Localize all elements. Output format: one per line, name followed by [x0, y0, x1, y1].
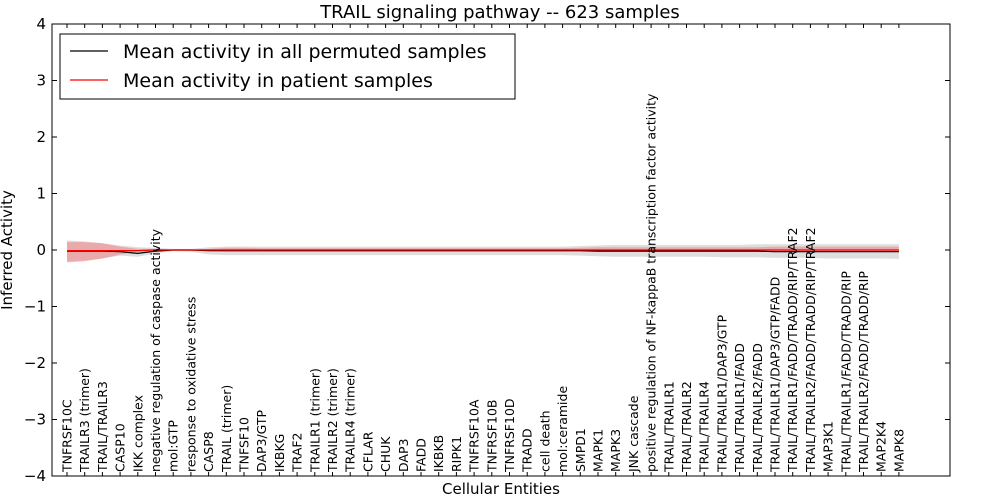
- x-tick-label: TRAIL (trimer): [219, 385, 234, 473]
- x-tick-label: TNFRSF10B: [484, 400, 499, 473]
- x-tick-label: MAP2K4: [874, 421, 889, 472]
- x-tick-label: TRAIL/TRAILR1/DAP3/GTP/FADD: [768, 277, 783, 473]
- y-tick-label: −4: [24, 467, 46, 485]
- x-tick-label: TRAIL/TRAILR2/FADD/TRADD/RIP/TRAF2: [803, 227, 818, 473]
- x-tick-label: positive regulation of NF-kappaB transcr…: [644, 93, 659, 472]
- x-tick-label: JNK cascade: [626, 395, 641, 473]
- x-tick-label: TNFRSF10D: [502, 398, 517, 473]
- x-tick-label: CASP8: [201, 431, 216, 472]
- x-tick-label: TRAF2: [290, 432, 305, 473]
- x-tick-label: TRAILR4 (trimer): [343, 368, 358, 473]
- y-tick-label: −3: [24, 411, 46, 429]
- x-tick-label: CFLAR: [360, 431, 375, 472]
- x-tick-label: TRAIL/TRAILR4: [697, 381, 712, 473]
- x-tick-label: DAP3/GTP: [254, 409, 269, 472]
- y-tick-label: 0: [36, 241, 46, 259]
- x-axis-category-labels: TNFRSF10C TRAILR3 (trimer) TRAIL/TRAILR3 CA…: [60, 24, 906, 476]
- x-tick-label: TRAIL/TRAILR1/FADD/TRADD/RIP: [838, 271, 853, 473]
- x-tick-label: IKBKG: [272, 434, 287, 472]
- x-tick-label: mol:GTP: [166, 420, 181, 472]
- x-tick-label: TRAIL/TRAILR2: [679, 381, 694, 473]
- x-tick-label: TNFRSF10C: [60, 399, 75, 473]
- y-tick-label: −2: [24, 354, 46, 372]
- x-tick-label: SMPD1: [573, 428, 588, 472]
- y-tick-label: 2: [36, 128, 46, 146]
- x-tick-label: MAP3K1: [821, 421, 836, 472]
- x-tick-label: TNFSF10: [237, 417, 252, 473]
- x-tick-label: MAPK3: [608, 429, 623, 472]
- x-tick-label: RIPK1: [449, 436, 464, 472]
- x-tick-label: TRADD: [520, 428, 535, 473]
- line-patient: [67, 249, 899, 252]
- x-tick-label: TRAIL/TRAILR1: [661, 381, 676, 473]
- legend-label-permuted: Mean activity in all permuted samples: [123, 41, 486, 63]
- x-tick-label: MAPK8: [891, 429, 906, 472]
- x-tick-label: TRAIL/TRAILR1/FADD: [732, 343, 747, 473]
- x-tick-label: mol:ceramide: [555, 386, 570, 472]
- y-tick-label: −1: [24, 298, 46, 316]
- legend-box: [59, 33, 516, 100]
- y-axis: −4 −3 −2 −1 0 1 2 3 4: [24, 15, 950, 485]
- x-tick-label: CASP10: [113, 423, 128, 472]
- x-tick-label: TRAIL/TRAILR2/FADD: [750, 343, 765, 473]
- x-tick-label: TNFRSF10A: [467, 399, 482, 473]
- x-tick-label: TRAIL/TRAILR1/DAP3/GTP: [714, 314, 729, 473]
- legend-label-patient: Mean activity in patient samples: [123, 70, 433, 92]
- x-tick-label: TRAIL/TRAILR3: [95, 381, 110, 473]
- x-tick-label: TRAILR3 (trimer): [77, 368, 92, 473]
- x-tick-label: MAPK1: [591, 429, 606, 472]
- x-tick-label: IKBKB: [431, 435, 446, 472]
- x-tick-label: TRAIL/TRAILR1/FADD/TRADD/RIP/TRAF2: [785, 227, 800, 473]
- x-tick-label: response to oxidative stress: [183, 297, 198, 472]
- x-tick-label: CHUK: [378, 436, 393, 472]
- x-tick-label: TRAIL/TRAILR2/FADD/TRADD/RIP: [856, 271, 871, 473]
- chart-title: TRAIL signaling pathway -- 623 samples: [319, 2, 680, 23]
- legend: Mean activity in all permuted samples Me…: [59, 33, 516, 100]
- y-tick-label: 3: [36, 72, 46, 90]
- series-lines: [67, 249, 899, 255]
- x-tick-label: TRAILR1 (trimer): [307, 368, 322, 473]
- x-tick-label: FADD: [414, 438, 429, 472]
- x-axis-label: Cellular Entities: [442, 480, 560, 498]
- x-tick-label: negative regulation of caspase activity: [148, 228, 163, 472]
- y-tick-label: 4: [36, 15, 46, 33]
- x-tick-label: cell death: [537, 410, 552, 472]
- x-tick-label: DAP3: [396, 439, 411, 472]
- y-tick-label: 1: [36, 185, 46, 203]
- y-axis-label: Inferred Activity: [0, 190, 16, 310]
- x-tick-label: TRAILR2 (trimer): [325, 368, 340, 473]
- x-tick-label: IKK complex: [130, 395, 145, 472]
